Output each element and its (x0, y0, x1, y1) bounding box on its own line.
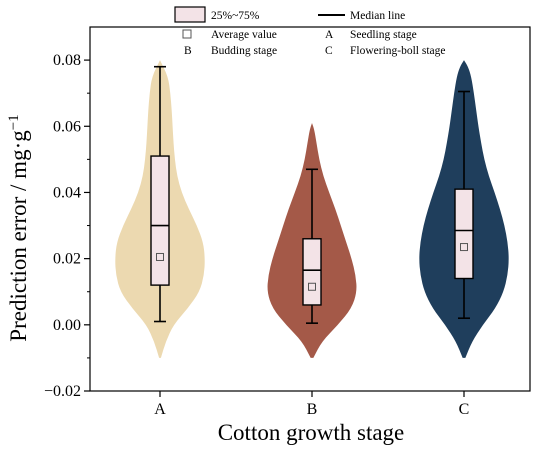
y-tick-label: 0.08 (53, 52, 81, 69)
y-tick-label: 0.04 (53, 184, 81, 201)
legend-c-key: C (325, 45, 333, 57)
y-axis-title-superscript: −1 (6, 114, 22, 130)
y-tick-label: 0.00 (53, 317, 81, 334)
mean-marker-b (308, 282, 316, 291)
legend-box-swatch (174, 6, 206, 23)
x-tick-label: B (307, 401, 318, 418)
violin-group-c (419, 60, 509, 358)
violin-group-a (115, 60, 205, 358)
x-tick-label: A (154, 401, 166, 418)
x-axis-title: Cotton growth stage (218, 420, 405, 445)
x-tick-label: C (459, 401, 470, 418)
legend-a-label: Seedling stage (350, 29, 417, 41)
legend-c-label: Flowering-boll stage (350, 45, 446, 57)
plot-content (115, 60, 509, 358)
iqr-box-c (454, 188, 474, 280)
y-tick-label: 0.02 (53, 251, 81, 268)
legend-mean-label: Average value (211, 29, 277, 41)
x-axis: A B C (154, 391, 469, 418)
mean-marker-c (460, 243, 468, 252)
y-tick-label: 0.06 (53, 118, 81, 135)
y-axis-title-text: Prediction error / mg·g (6, 130, 31, 342)
iqr-box-b (302, 238, 322, 306)
violin-group-b (267, 122, 357, 358)
legend-box-label: 25%~75% (211, 10, 260, 22)
legend-a-key: A (325, 29, 334, 41)
mean-marker-a (156, 252, 164, 261)
plot-frame (89, 26, 531, 392)
legend-mean-swatch (182, 29, 192, 39)
y-axis: −0.02 0.00 0.02 0.04 0.06 0.08 (44, 52, 90, 400)
legend-b-key: B (184, 45, 192, 57)
legend-b-label: Budding stage (211, 45, 277, 57)
iqr-box-a (150, 155, 170, 286)
legend-median-label: Median line (350, 10, 405, 22)
legend: 25%~75% Median line Average value A Seed… (174, 6, 446, 57)
y-axis-title: Prediction error / mg·g−1 (6, 114, 31, 341)
y-tick-label: −0.02 (44, 383, 81, 400)
